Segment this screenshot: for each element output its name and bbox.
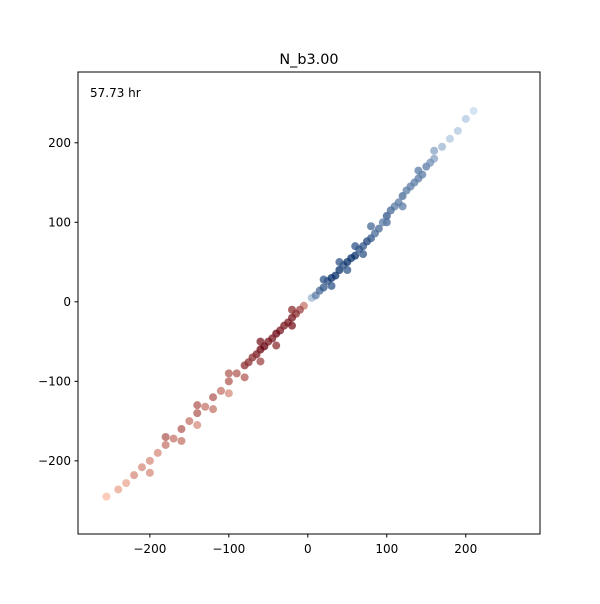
data-point <box>438 142 447 151</box>
y-tick-label: −200 <box>38 454 71 468</box>
data-point <box>185 417 194 426</box>
data-point <box>232 369 241 378</box>
data-point <box>331 271 340 280</box>
data-point <box>366 222 375 231</box>
data-point <box>453 126 462 135</box>
data-point <box>461 114 470 123</box>
data-point <box>216 386 225 395</box>
data-point <box>177 436 186 445</box>
x-tick-label: 0 <box>304 542 312 556</box>
axes-frame <box>77 71 541 535</box>
data-point <box>224 377 233 386</box>
y-tick-label: −100 <box>38 374 71 388</box>
y-tick-label: 0 <box>63 295 71 309</box>
y-tick-label: 200 <box>48 136 71 150</box>
data-point <box>145 456 154 465</box>
plot-area <box>102 106 478 501</box>
data-point <box>169 434 178 443</box>
data-point <box>386 206 395 215</box>
data-point <box>145 468 154 477</box>
data-point <box>288 305 297 314</box>
data-point <box>256 357 265 366</box>
data-point <box>430 146 439 155</box>
data-point <box>445 134 454 143</box>
data-point <box>398 192 407 201</box>
data-point <box>469 106 478 115</box>
data-point <box>177 425 186 434</box>
data-point <box>327 281 336 290</box>
data-point <box>374 224 383 233</box>
data-point <box>114 485 123 494</box>
data-point <box>319 275 328 284</box>
data-point <box>256 337 265 346</box>
data-point <box>209 393 218 402</box>
data-point <box>418 170 427 179</box>
data-point <box>161 432 170 441</box>
data-point <box>426 158 435 167</box>
chart-title: N_b3.00 <box>279 52 338 68</box>
data-point <box>288 321 297 330</box>
data-point <box>240 373 249 382</box>
data-point <box>410 178 419 187</box>
x-tick-label: −200 <box>133 542 166 556</box>
data-point <box>201 402 210 411</box>
x-tick-label: 100 <box>375 542 398 556</box>
data-point <box>394 198 403 207</box>
data-point <box>272 341 281 350</box>
data-point <box>359 250 368 259</box>
data-point <box>343 266 352 274</box>
data-point <box>102 492 111 501</box>
data-point <box>193 421 202 430</box>
data-point <box>153 448 162 457</box>
data-point <box>130 471 139 480</box>
data-point <box>193 401 202 410</box>
data-point <box>382 211 391 220</box>
data-point <box>351 251 360 260</box>
annotation: 57.73 hr <box>90 86 141 100</box>
data-point <box>319 283 328 292</box>
data-point <box>193 409 202 418</box>
data-point <box>224 369 233 378</box>
data-point <box>209 405 218 414</box>
data-point <box>402 186 411 195</box>
data-point <box>122 479 131 488</box>
data-point <box>161 440 170 449</box>
y-tick-label: 100 <box>48 215 71 229</box>
data-point <box>137 463 146 472</box>
data-point <box>335 258 344 267</box>
data-point <box>378 218 387 227</box>
data-point <box>351 242 360 251</box>
x-tick-label: −100 <box>212 542 245 556</box>
data-point <box>224 389 233 398</box>
x-tick-label: 200 <box>454 542 477 556</box>
data-point <box>240 361 249 370</box>
